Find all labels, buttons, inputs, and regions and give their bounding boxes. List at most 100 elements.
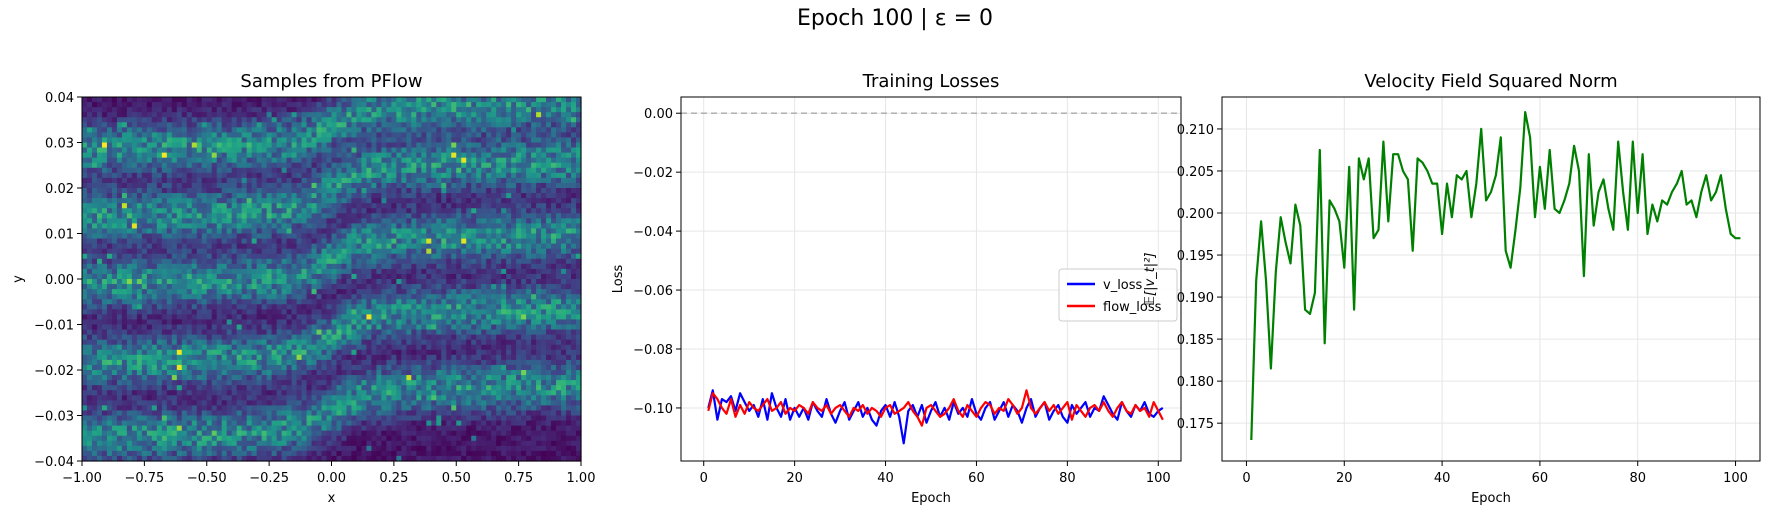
heatmap-cell bbox=[261, 132, 268, 139]
heatmap-cell bbox=[301, 390, 308, 396]
heatmap-cell bbox=[96, 97, 103, 103]
heatmap-cell bbox=[241, 228, 248, 235]
heatmap-cell bbox=[301, 299, 308, 305]
heatmap-cell bbox=[106, 97, 113, 103]
heatmap-cell bbox=[391, 137, 397, 144]
heatmap-cell bbox=[246, 182, 253, 189]
heatmap-cell bbox=[156, 415, 163, 422]
heatmap-cell bbox=[181, 354, 188, 361]
heatmap-cell bbox=[341, 324, 348, 331]
heatmap-cell bbox=[281, 162, 288, 169]
heatmap-cell bbox=[91, 430, 98, 437]
heatmap-cell bbox=[156, 162, 163, 169]
heatmap-cell bbox=[111, 339, 118, 346]
heatmap-cell bbox=[266, 359, 273, 366]
heatmap-cell bbox=[171, 142, 178, 149]
heatmap-cell bbox=[341, 193, 348, 199]
heatmap-cell bbox=[221, 415, 228, 422]
heatmap-cell bbox=[236, 233, 243, 240]
heatmap-cell bbox=[301, 455, 308, 462]
heatmap-cell bbox=[306, 324, 313, 331]
heatmap-cell bbox=[421, 102, 427, 108]
heatmap-cell bbox=[121, 127, 128, 133]
heatmap-cell bbox=[211, 375, 218, 381]
heatmap-cell bbox=[246, 410, 253, 417]
heatmap-cell bbox=[236, 238, 243, 245]
heatmap-cell bbox=[191, 177, 198, 184]
heatmap-cell bbox=[421, 385, 427, 391]
heatmap-cell bbox=[216, 400, 223, 406]
heatmap-cell bbox=[221, 309, 228, 315]
heatmap-cell bbox=[411, 375, 417, 381]
heatmap-cell bbox=[161, 415, 168, 422]
heatmap-cell bbox=[281, 263, 288, 270]
heatmap-cell bbox=[241, 380, 248, 386]
heatmap-cell bbox=[151, 354, 158, 361]
heatmap-cell bbox=[121, 455, 128, 462]
heatmap-cell bbox=[401, 395, 407, 401]
heatmap-cell bbox=[96, 112, 103, 118]
heatmap-cell bbox=[91, 213, 98, 219]
heatmap-cell bbox=[141, 375, 148, 381]
heatmap-cell bbox=[106, 390, 113, 396]
heatmap-cell bbox=[361, 137, 368, 144]
heatmap-cell bbox=[271, 112, 278, 118]
heatmap-cell bbox=[201, 102, 208, 108]
heatmap-cell bbox=[271, 284, 278, 290]
heatmap-cell bbox=[361, 193, 368, 199]
heatmap-cell bbox=[236, 309, 243, 315]
heatmap-cell bbox=[251, 410, 258, 417]
heatmap-cell bbox=[191, 218, 198, 224]
heatmap-cell bbox=[406, 299, 412, 305]
heatmap-cell bbox=[121, 273, 128, 280]
heatmap-cell bbox=[91, 122, 98, 128]
heatmap-cell bbox=[246, 147, 253, 154]
heatmap-cell bbox=[211, 354, 218, 361]
heatmap-cell bbox=[231, 420, 238, 427]
heatmap-cell bbox=[151, 193, 158, 199]
heatmap-cell bbox=[201, 380, 208, 386]
heatmap-cell bbox=[306, 304, 313, 310]
heatmap-cell bbox=[411, 299, 417, 305]
heatmap-cell bbox=[361, 182, 368, 189]
heatmap-cell bbox=[416, 172, 422, 179]
heatmap-cell bbox=[106, 162, 113, 169]
heatmap-cell bbox=[356, 380, 363, 386]
heatmap-cell bbox=[151, 142, 158, 149]
heatmap-cell bbox=[111, 233, 118, 240]
heatmap-cell bbox=[211, 450, 218, 457]
heatmap-cell bbox=[146, 102, 153, 108]
heatmap-cell bbox=[351, 400, 358, 406]
heatmap-cell bbox=[211, 420, 218, 427]
heatmap-cell bbox=[96, 188, 103, 194]
heatmap-cell bbox=[271, 309, 278, 315]
heatmap-cell bbox=[281, 289, 288, 295]
heatmap-cell bbox=[411, 390, 417, 396]
heatmap-cell bbox=[266, 380, 273, 386]
heatmap-cell bbox=[231, 203, 238, 209]
heatmap-cell bbox=[406, 198, 412, 204]
heatmap-cell bbox=[351, 228, 358, 235]
heatmap-cell bbox=[166, 107, 173, 113]
heatmap-cell bbox=[82, 314, 88, 321]
heatmap-cell bbox=[106, 132, 113, 139]
heatmap-cell bbox=[116, 364, 123, 371]
heatmap-cell bbox=[126, 177, 133, 184]
heatmap-cell bbox=[226, 188, 233, 194]
heatmap-cell bbox=[271, 364, 278, 371]
heatmap-cell bbox=[236, 248, 243, 255]
heatmap-cell bbox=[296, 248, 303, 255]
heatmap-cell bbox=[111, 324, 118, 331]
heatmap-cell bbox=[106, 213, 113, 219]
heatmap-cell bbox=[256, 117, 263, 123]
heatmap-cell bbox=[196, 400, 203, 406]
heatmap-cell bbox=[176, 349, 183, 356]
heatmap-cell bbox=[171, 450, 178, 457]
heatmap-cell bbox=[171, 415, 178, 422]
heatmap-cell bbox=[111, 162, 118, 169]
heatmap-cell bbox=[306, 228, 313, 235]
heatmap-cell bbox=[211, 112, 218, 118]
heatmap-cell bbox=[111, 117, 118, 123]
heatmap-cell bbox=[361, 258, 368, 265]
heatmap-cell bbox=[401, 223, 407, 230]
